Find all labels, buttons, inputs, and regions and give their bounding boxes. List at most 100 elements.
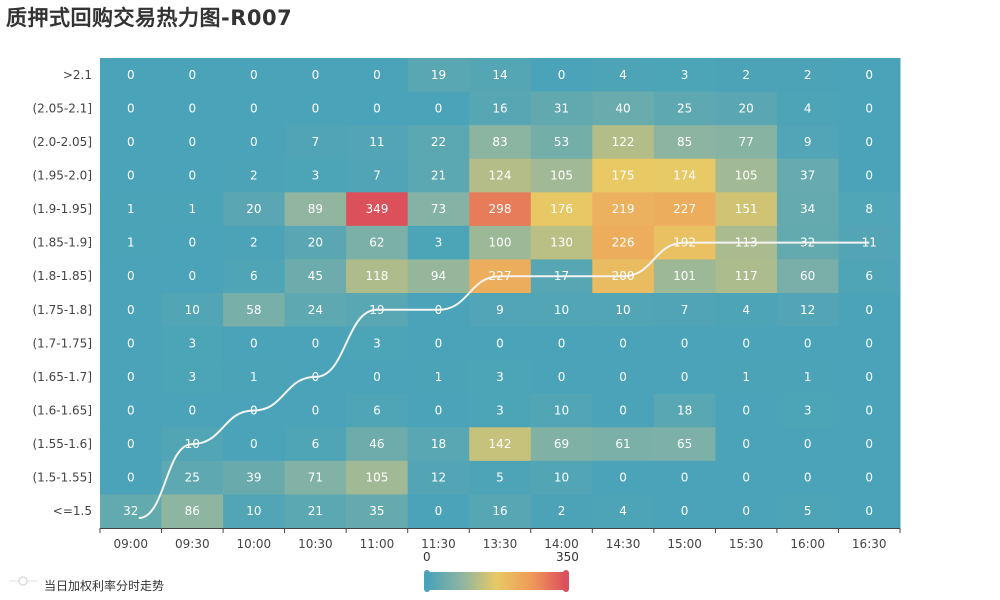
heatmap-cell[interactable] — [407, 460, 470, 495]
heatmap-cell[interactable] — [469, 326, 532, 361]
heatmap-cell[interactable] — [284, 225, 347, 260]
heatmap-cell[interactable] — [469, 360, 532, 395]
heatmap-cell[interactable] — [407, 58, 470, 93]
visualmap-max-handle[interactable] — [563, 570, 569, 592]
heatmap-cell[interactable] — [715, 192, 778, 227]
heatmap-cell[interactable] — [161, 494, 224, 529]
heatmap-cell[interactable] — [284, 393, 347, 428]
heatmap-cell[interactable] — [592, 460, 655, 495]
heatmap-cell[interactable] — [469, 125, 532, 160]
heatmap-cell[interactable] — [530, 460, 593, 495]
heatmap-cell[interactable] — [838, 460, 901, 495]
heatmap-cell[interactable] — [407, 158, 470, 193]
heatmap-cell[interactable] — [592, 158, 655, 193]
heatmap-cell[interactable] — [715, 460, 778, 495]
heatmap-cell[interactable] — [346, 192, 409, 227]
heatmap-cell[interactable] — [653, 393, 716, 428]
heatmap-cell[interactable] — [653, 293, 716, 328]
heatmap-cell[interactable] — [469, 158, 532, 193]
heatmap-cell[interactable] — [469, 393, 532, 428]
heatmap-cell[interactable] — [715, 393, 778, 428]
heatmap-cell[interactable] — [100, 58, 163, 93]
heatmap-cell[interactable] — [838, 259, 901, 294]
heatmap-cell[interactable] — [346, 91, 409, 126]
heatmap-cell[interactable] — [776, 158, 839, 193]
heatmap-cell[interactable] — [407, 91, 470, 126]
heatmap-cell[interactable] — [838, 192, 901, 227]
heatmap-cell[interactable] — [776, 427, 839, 462]
heatmap-cell[interactable] — [284, 192, 347, 227]
heatmap-cell[interactable] — [838, 158, 901, 193]
heatmap-cell[interactable] — [284, 91, 347, 126]
heatmap-cell[interactable] — [100, 192, 163, 227]
heatmap-cell[interactable] — [592, 225, 655, 260]
heatmap-cell[interactable] — [530, 293, 593, 328]
heatmap-cell[interactable] — [161, 326, 224, 361]
heatmap-cell[interactable] — [530, 225, 593, 260]
heatmap-cell[interactable] — [346, 393, 409, 428]
heatmap-cell[interactable] — [715, 91, 778, 126]
heatmap-cell[interactable] — [592, 427, 655, 462]
heatmap-cell[interactable] — [838, 91, 901, 126]
heatmap-cell[interactable] — [530, 427, 593, 462]
heatmap-cell[interactable] — [469, 494, 532, 529]
heatmap-cell[interactable] — [715, 259, 778, 294]
heatmap-cell[interactable] — [776, 91, 839, 126]
heatmap-cell[interactable] — [469, 58, 532, 93]
heatmap-cell[interactable] — [653, 58, 716, 93]
heatmap-cell[interactable] — [223, 460, 286, 495]
heatmap-cell[interactable] — [776, 393, 839, 428]
heatmap-cell[interactable] — [715, 494, 778, 529]
heatmap-cell[interactable] — [838, 326, 901, 361]
heatmap-cell[interactable] — [100, 91, 163, 126]
heatmap-cell[interactable] — [100, 293, 163, 328]
heatmap-cell[interactable] — [469, 427, 532, 462]
heatmap-cell[interactable] — [100, 427, 163, 462]
heatmap-cell[interactable] — [284, 326, 347, 361]
heatmap-cell[interactable] — [653, 360, 716, 395]
heatmap-cell[interactable] — [407, 326, 470, 361]
heatmap-cell[interactable] — [161, 192, 224, 227]
heatmap-cell[interactable] — [161, 393, 224, 428]
heatmap-cell[interactable] — [161, 58, 224, 93]
rate-trend-line[interactable] — [138, 241, 870, 519]
heatmap-cell[interactable] — [284, 460, 347, 495]
heatmap-cell[interactable] — [653, 494, 716, 529]
heatmap-cell[interactable] — [776, 293, 839, 328]
heatmap-cell[interactable] — [161, 259, 224, 294]
heatmap-cell[interactable] — [223, 427, 286, 462]
heatmap-cell[interactable] — [284, 494, 347, 529]
heatmap-cell[interactable] — [223, 91, 286, 126]
heatmap-cell[interactable] — [530, 125, 593, 160]
heatmap-cell[interactable] — [284, 125, 347, 160]
heatmap-cell[interactable] — [592, 360, 655, 395]
heatmap-cell[interactable] — [284, 158, 347, 193]
heatmap-cell[interactable] — [592, 91, 655, 126]
heatmap-cell[interactable] — [100, 326, 163, 361]
heatmap-cell[interactable] — [592, 192, 655, 227]
heatmap-cell[interactable] — [653, 125, 716, 160]
heatmap-cell[interactable] — [715, 158, 778, 193]
visualmap-gradient-bar[interactable] — [428, 572, 566, 590]
heatmap-cell[interactable] — [346, 460, 409, 495]
heatmap-cell[interactable] — [223, 58, 286, 93]
heatmap-cell[interactable] — [469, 225, 532, 260]
heatmap-cell[interactable] — [469, 192, 532, 227]
heatmap-cell[interactable] — [653, 158, 716, 193]
heatmap-cell[interactable] — [592, 58, 655, 93]
heatmap-cell[interactable] — [284, 427, 347, 462]
heatmap-cell[interactable] — [715, 427, 778, 462]
heatmap-cell[interactable] — [776, 494, 839, 529]
heatmap-cell[interactable] — [223, 360, 286, 395]
heatmap-cell[interactable] — [530, 158, 593, 193]
heatmap-cell[interactable] — [776, 259, 839, 294]
heatmap-cell[interactable] — [346, 58, 409, 93]
heatmap-cell[interactable] — [284, 259, 347, 294]
heatmap-cell[interactable] — [100, 360, 163, 395]
heatmap-cell[interactable] — [346, 125, 409, 160]
heatmap-cell[interactable] — [161, 91, 224, 126]
heatmap-cell[interactable] — [407, 360, 470, 395]
heatmap-cell[interactable] — [223, 125, 286, 160]
heatmap-cell[interactable] — [776, 460, 839, 495]
heatmap-cell[interactable] — [530, 326, 593, 361]
